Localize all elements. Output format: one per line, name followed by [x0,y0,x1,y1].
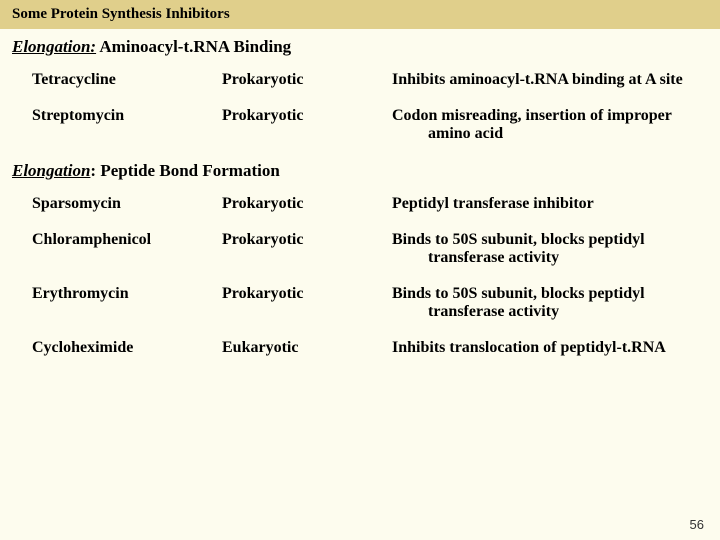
inhibitor-name: Sparsomycin [12,195,222,213]
target-organism: Prokaryotic [222,71,392,89]
table-row: Tetracycline Prokaryotic Inhibits aminoa… [0,67,720,93]
mechanism: Binds to 50S subunit, blocks peptidyl tr… [392,285,692,321]
mechanism: Inhibits aminoacyl-t.RNA binding at A si… [392,71,692,89]
mechanism: Peptidyl transferase inhibitor [392,195,692,213]
table-row: Streptomycin Prokaryotic Codon misreadin… [0,103,720,147]
table-row: Chloramphenicol Prokaryotic Binds to 50S… [0,227,720,271]
section-title-2: Elongation: Peptide Bond Formation [0,153,720,185]
target-organism: Eukaryotic [222,339,392,357]
inhibitor-name: Chloramphenicol [12,231,222,249]
target-organism: Prokaryotic [222,195,392,213]
section-rest-1: Aminoacyl-t.RNA Binding [96,37,291,56]
section-rest-2: : Peptide Bond Formation [90,161,279,180]
mechanism: Codon misreading, insertion of improper … [392,107,692,143]
section-title-1: Elongation: Aminoacyl-t.RNA Binding [0,29,720,61]
inhibitor-name: Tetracycline [12,71,222,89]
target-organism: Prokaryotic [222,107,392,125]
table-row: Erythromycin Prokaryotic Binds to 50S su… [0,281,720,325]
target-organism: Prokaryotic [222,285,392,303]
table-row: Cycloheximide Eukaryotic Inhibits transl… [0,335,720,361]
mechanism: Inhibits translocation of peptidyl-t.RNA [392,339,692,357]
inhibitor-name: Erythromycin [12,285,222,303]
page-header: Some Protein Synthesis Inhibitors [0,0,720,29]
section-emph-2: Elongation [12,161,90,180]
page-number: 56 [690,517,704,532]
section-emph-1: Elongation: [12,37,96,56]
table-row: Sparsomycin Prokaryotic Peptidyl transfe… [0,191,720,217]
inhibitor-name: Cycloheximide [12,339,222,357]
target-organism: Prokaryotic [222,231,392,249]
inhibitor-name: Streptomycin [12,107,222,125]
mechanism: Binds to 50S subunit, blocks peptidyl tr… [392,231,692,267]
